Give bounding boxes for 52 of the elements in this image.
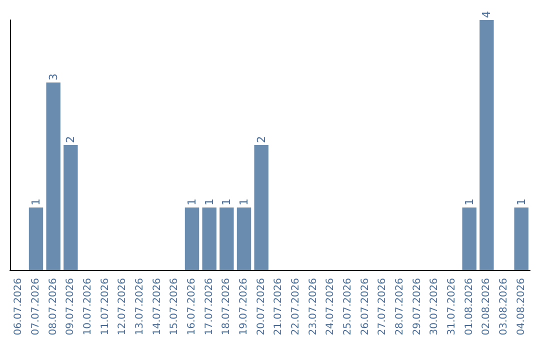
x-tick-label: 03.08.2026 [498, 278, 510, 336]
x-tick-label: 22.07.2026 [290, 278, 302, 336]
bar [202, 208, 216, 270]
bar [220, 208, 234, 270]
data-label: 1 [238, 198, 250, 206]
bar [254, 145, 268, 270]
x-tick-label: 27.07.2026 [377, 278, 388, 336]
x-tick-label: 21.07.2026 [273, 278, 284, 336]
bar [236, 208, 252, 270]
data-label: 2 [64, 136, 78, 143]
bar [462, 208, 476, 270]
data-label: 4 [480, 11, 494, 18]
bar [480, 20, 494, 270]
data-label: 1 [186, 198, 198, 206]
data-label: 2 [254, 136, 268, 143]
x-tick-label: 26.07.2026 [360, 278, 371, 336]
bar [64, 145, 78, 270]
x-tick-label: 11.07.2026 [100, 278, 111, 336]
data-label: 1 [202, 198, 216, 206]
x-tick-label: 06.07.2026 [13, 278, 24, 336]
x-tick-label: 12.07.2026 [117, 278, 128, 336]
x-tick-label: 17.07.2026 [204, 278, 215, 336]
x-tick-label: 10.07.2026 [82, 278, 94, 336]
data-label: 1 [514, 198, 528, 206]
x-tick-label: 16.07.2026 [186, 278, 198, 336]
bar [28, 208, 44, 270]
data-label: 1 [30, 198, 42, 206]
x-tick-label: 08.07.2026 [48, 278, 59, 336]
bar [46, 82, 60, 270]
x-tick-label: 28.07.2026 [394, 278, 406, 336]
x-tick-label: 01.08.2026 [464, 278, 475, 336]
x-tick-label: 07.07.2026 [30, 278, 42, 336]
x-tick-label: 31.07.2026 [446, 278, 458, 336]
x-tick-label: 20.07.2026 [256, 278, 267, 336]
x-tick-label: 30.07.2026 [429, 278, 440, 336]
x-tick-label: 02.08.2026 [481, 278, 492, 336]
data-label: 1 [462, 198, 476, 206]
x-tick-label: 09.07.2026 [65, 278, 76, 336]
data-label: 1 [220, 198, 234, 206]
x-tick-label: 18.07.2026 [221, 278, 232, 336]
x-tick-label: 23.07.2026 [308, 278, 319, 336]
x-tick-label: 04.08.2026 [516, 278, 527, 336]
x-tick-label: 13.07.2026 [134, 278, 146, 336]
bar [514, 208, 528, 270]
x-tick-label: 25.07.2026 [342, 278, 354, 336]
x-tick-label: 29.07.2026 [412, 278, 423, 336]
data-label: 3 [46, 74, 60, 80]
x-tick-label: 19.07.2026 [238, 278, 250, 336]
bar [184, 208, 200, 270]
x-tick-label: 15.07.2026 [169, 278, 180, 336]
x-tick-label: 14.07.2026 [152, 278, 163, 336]
x-tick-label: 24.07.2026 [325, 278, 336, 336]
